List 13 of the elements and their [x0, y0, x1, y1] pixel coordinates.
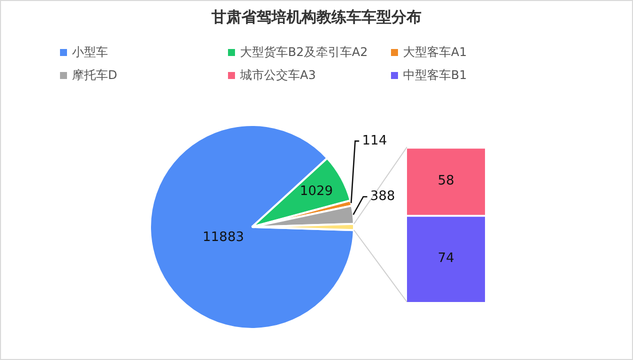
data-label: 1029: [300, 184, 333, 200]
data-label: 58: [438, 173, 454, 188]
data-label: 114: [362, 133, 387, 148]
legend-label: 大型货车B2及牵引车A2: [239, 44, 369, 61]
legend-label: 小型车: [71, 44, 109, 61]
legend-label: 中型客车B1: [402, 67, 468, 84]
data-label: 74: [438, 250, 454, 266]
legend-label: 大型客车A1: [402, 44, 468, 61]
legend-label: 城市公交车A3: [239, 67, 317, 84]
chart-title: 甘肃省驾培机构教练车车型分布: [210, 8, 422, 27]
legend-label: 摩托车D: [71, 67, 118, 84]
data-label: 388: [370, 189, 396, 204]
data-label: 11883: [202, 230, 244, 246]
